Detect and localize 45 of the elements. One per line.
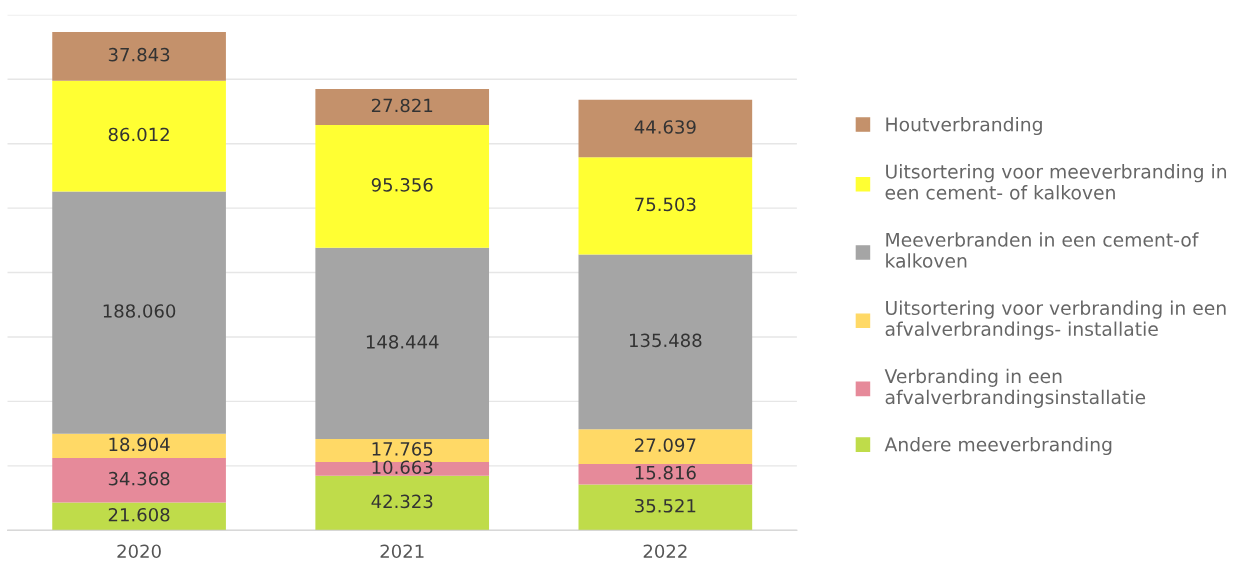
- data-label: 18.904: [109, 437, 170, 452]
- data-label: 148.444: [366, 335, 439, 349]
- data-label: 21.608: [108, 507, 170, 522]
- x-tick-label: 2021: [380, 544, 424, 559]
- bar: [315, 247, 490, 440]
- bar: [315, 475, 490, 531]
- bar: [52, 458, 226, 503]
- data-label: 27.821: [371, 98, 433, 113]
- legend-label: Houtverbranding: [886, 116, 1042, 136]
- bar: [315, 89, 490, 125]
- legend-label: Andere meeverbranding: [884, 436, 1112, 456]
- data-label: 95.356: [371, 177, 433, 192]
- bar: [578, 429, 753, 465]
- bar: [315, 124, 490, 248]
- legend-label: Uitsortering voor verbranding in een afvalverbrandings- installatie: [885, 300, 1226, 340]
- legend-label: Verbranding in een afvalverbrandingsinstallatie: [884, 368, 1146, 408]
- x-tick-label: 2022: [643, 544, 687, 559]
- bar: [315, 461, 490, 476]
- legend-label: Meeverbranden in een cement-of kalkoven: [886, 232, 1199, 268]
- bar: [52, 502, 226, 531]
- data-label: 10.663: [372, 460, 433, 475]
- data-label: 27.097: [635, 438, 696, 452]
- bar: [52, 80, 226, 192]
- data-label: 86.012: [108, 127, 169, 142]
- legend-label: Uitsortering voor meeverbranding in een cement- of kalkoven: [885, 164, 1227, 200]
- data-label: 44.639: [634, 120, 696, 134]
- data-label: 75.503: [635, 197, 696, 212]
- bar: [52, 31, 226, 81]
- data-label: 188.060: [103, 304, 176, 318]
- bar: [578, 464, 753, 485]
- bar: [52, 191, 226, 434]
- data-label: 17.765: [372, 442, 433, 456]
- data-label: 37.843: [108, 47, 170, 62]
- x-tick-label: 2020: [117, 544, 161, 559]
- bar: [578, 157, 753, 255]
- bar: [315, 439, 490, 462]
- data-label: 35.521: [635, 498, 696, 513]
- data-label: 34.368: [108, 471, 170, 486]
- bar: [578, 254, 753, 430]
- data-label: 42.323: [371, 494, 433, 509]
- bar: [52, 433, 226, 459]
- data-label: 135.488: [629, 333, 702, 348]
- bar: [578, 99, 753, 158]
- bar: [578, 484, 753, 531]
- data-label: 15.816: [635, 465, 696, 480]
